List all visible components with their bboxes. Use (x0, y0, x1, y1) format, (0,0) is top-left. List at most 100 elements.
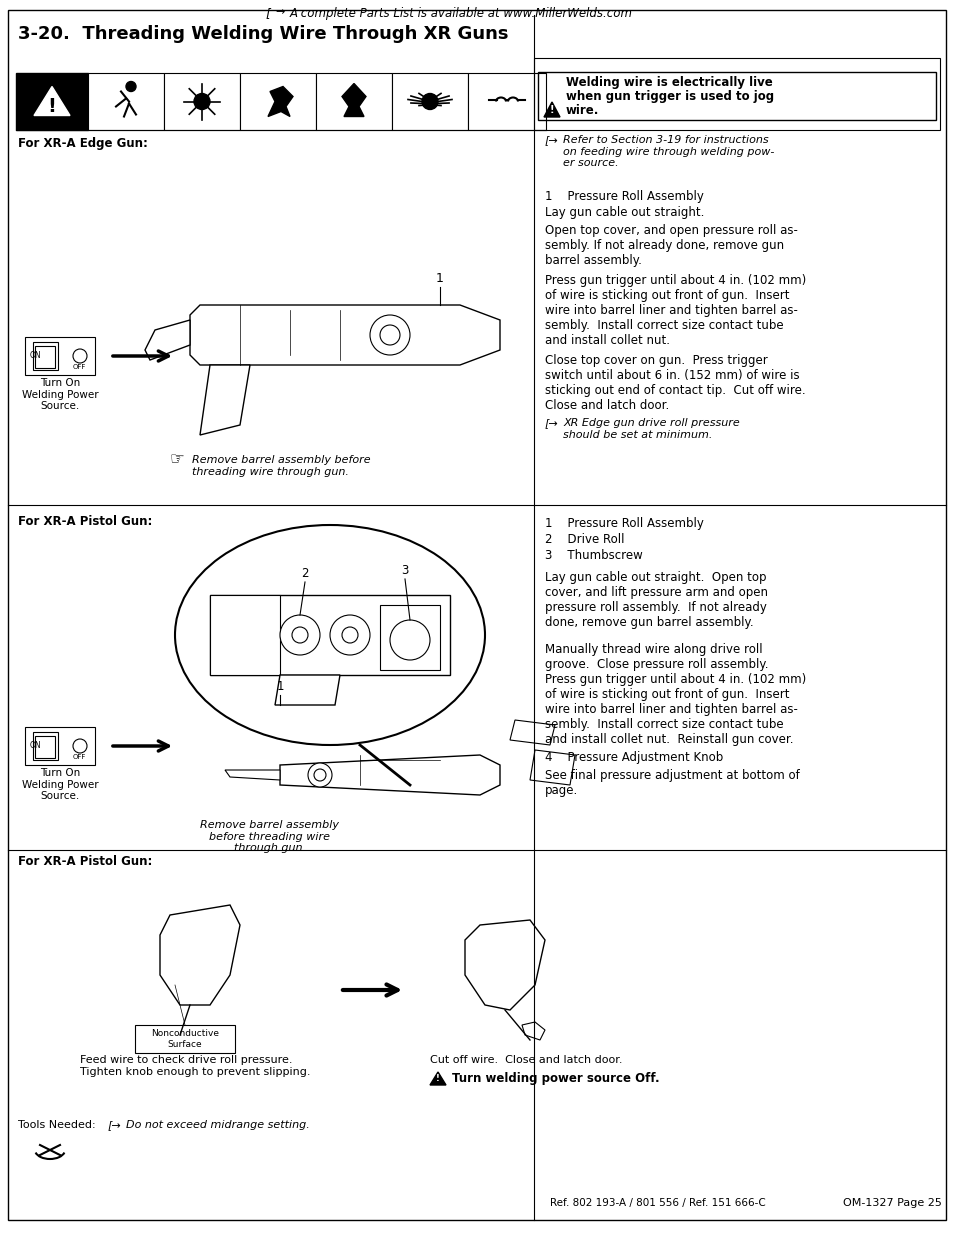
Polygon shape (225, 769, 280, 781)
Text: Turn On
Welding Power
Source.: Turn On Welding Power Source. (22, 768, 98, 802)
Bar (379, 605, 439, 671)
Circle shape (126, 82, 136, 91)
Polygon shape (190, 305, 499, 366)
Text: 1: 1 (276, 680, 283, 693)
Polygon shape (268, 86, 293, 116)
Text: OM-1327 Page 25: OM-1327 Page 25 (842, 1198, 941, 1208)
Circle shape (280, 615, 319, 655)
Text: wire.: wire. (565, 104, 598, 117)
Text: 3: 3 (401, 564, 408, 577)
Text: Nonconductive
Surface: Nonconductive Surface (151, 1029, 219, 1049)
Text: 1    Pressure Roll Assembly: 1 Pressure Roll Assembly (544, 190, 703, 203)
Bar (135, 1025, 234, 1053)
Circle shape (330, 615, 370, 655)
Text: 3-20.  Threading Welding Wire Through XR Guns: 3-20. Threading Welding Wire Through XR … (18, 25, 508, 43)
Bar (537, 72, 935, 120)
Bar (315, 73, 392, 130)
Text: Ref. 802 193-A / 801 556 / Ref. 151 666-C: Ref. 802 193-A / 801 556 / Ref. 151 666-… (550, 1198, 765, 1208)
Text: OFF: OFF (73, 755, 87, 760)
Text: [→: [→ (108, 1120, 122, 1130)
Text: 4    Pressure Adjustment Knob: 4 Pressure Adjustment Knob (544, 751, 722, 764)
Text: See final pressure adjustment at bottom of
page.: See final pressure adjustment at bottom … (544, 769, 799, 797)
Text: Cut off wire.  Close and latch door.: Cut off wire. Close and latch door. (430, 1055, 622, 1065)
Bar (392, 73, 468, 130)
Text: Open top cover, and open pressure roll as-
sembly. If not already done, remove g: Open top cover, and open pressure roll a… (544, 224, 797, 267)
Circle shape (341, 627, 357, 643)
Text: For XR-A Edge Gun:: For XR-A Edge Gun: (18, 137, 148, 149)
Text: Remove barrel assembly
before threading wire
through gun.: Remove barrel assembly before threading … (200, 820, 339, 853)
Polygon shape (430, 1072, 446, 1086)
Text: 2: 2 (301, 567, 309, 580)
Polygon shape (145, 320, 190, 359)
Bar (33, 342, 58, 370)
Circle shape (421, 94, 437, 110)
Text: OFF: OFF (73, 364, 87, 370)
Text: [→: [→ (544, 135, 558, 144)
Text: For XR-A Pistol Gun:: For XR-A Pistol Gun: (18, 515, 152, 529)
Circle shape (370, 315, 410, 354)
Polygon shape (464, 920, 544, 1010)
Text: !: ! (48, 98, 56, 116)
Text: ON: ON (30, 741, 42, 751)
Ellipse shape (174, 525, 484, 745)
Text: 1: 1 (436, 272, 443, 285)
Text: Feed wire to check drive roll pressure.
Tighten knob enough to prevent slipping.: Feed wire to check drive roll pressure. … (80, 1055, 310, 1077)
Polygon shape (521, 1023, 544, 1040)
Bar (33, 732, 58, 760)
Text: Refer to Section 3-19 for instructions
on feeding wire through welding pow-
er s: Refer to Section 3-19 for instructions o… (562, 135, 774, 168)
Text: Press gun trigger until about 4 in. (102 mm)
of wire is sticking out front of gu: Press gun trigger until about 4 in. (102… (544, 274, 805, 347)
Text: when gun trigger is used to jog: when gun trigger is used to jog (565, 90, 773, 103)
Circle shape (73, 350, 87, 363)
Circle shape (193, 94, 210, 110)
Bar (210, 595, 280, 676)
Text: Manually thread wire along drive roll
groove.  Close pressure roll assembly.
Pre: Manually thread wire along drive roll gr… (544, 643, 805, 746)
Polygon shape (34, 86, 70, 116)
Polygon shape (510, 720, 555, 745)
Bar (25, 337, 95, 375)
Bar (25, 727, 95, 764)
Text: Tools Needed:: Tools Needed: (18, 1120, 95, 1130)
Circle shape (314, 769, 326, 781)
Polygon shape (200, 366, 250, 435)
Text: A complete Parts List is available at www.MillerWelds.com: A complete Parts List is available at ww… (290, 7, 633, 20)
Circle shape (379, 325, 399, 345)
Polygon shape (274, 676, 339, 705)
Circle shape (73, 739, 87, 753)
Text: Close top cover on gun.  Press trigger
switch until about 6 in. (152 mm) of wire: Close top cover on gun. Press trigger sw… (544, 354, 804, 412)
Circle shape (390, 620, 430, 659)
Text: Lay gun cable out straight.: Lay gun cable out straight. (544, 206, 703, 219)
Text: 3    Thumbscrew: 3 Thumbscrew (544, 550, 642, 562)
Text: →: → (274, 7, 284, 17)
Polygon shape (341, 84, 366, 116)
Polygon shape (160, 905, 240, 1005)
Bar (468, 73, 545, 130)
Text: Remove barrel assembly before
threading wire through gun.: Remove barrel assembly before threading … (192, 454, 370, 477)
Text: XR Edge gun drive roll pressure
should be set at minimum.: XR Edge gun drive roll pressure should b… (562, 417, 739, 440)
Polygon shape (530, 750, 575, 785)
Text: ON: ON (30, 352, 42, 361)
Text: !: ! (436, 1074, 439, 1083)
Text: Turn On
Welding Power
Source.: Turn On Welding Power Source. (22, 378, 98, 411)
Circle shape (308, 763, 332, 787)
Text: For XR-A Pistol Gun:: For XR-A Pistol Gun: (18, 855, 152, 868)
Polygon shape (543, 103, 559, 117)
Text: [: [ (265, 7, 270, 20)
Bar (210, 595, 450, 676)
Text: 2    Drive Roll: 2 Drive Roll (544, 534, 624, 546)
Text: Turn welding power source Off.: Turn welding power source Off. (452, 1072, 659, 1086)
Text: !: ! (549, 105, 554, 115)
Text: Welding wire is electrically live: Welding wire is electrically live (565, 77, 772, 89)
Text: Lay gun cable out straight.  Open top
cover, and lift pressure arm and open
pres: Lay gun cable out straight. Open top cov… (544, 571, 767, 629)
Bar (534, 58, 939, 130)
Bar (35, 736, 55, 758)
Circle shape (292, 627, 308, 643)
Text: ☞: ☞ (170, 450, 185, 468)
Text: 1    Pressure Roll Assembly: 1 Pressure Roll Assembly (544, 517, 703, 530)
Text: Do not exceed midrange setting.: Do not exceed midrange setting. (126, 1120, 310, 1130)
Bar (240, 73, 315, 130)
Bar (16, 73, 88, 130)
Polygon shape (280, 755, 499, 795)
Bar (164, 73, 240, 130)
Bar (35, 346, 55, 368)
Bar (88, 73, 164, 130)
